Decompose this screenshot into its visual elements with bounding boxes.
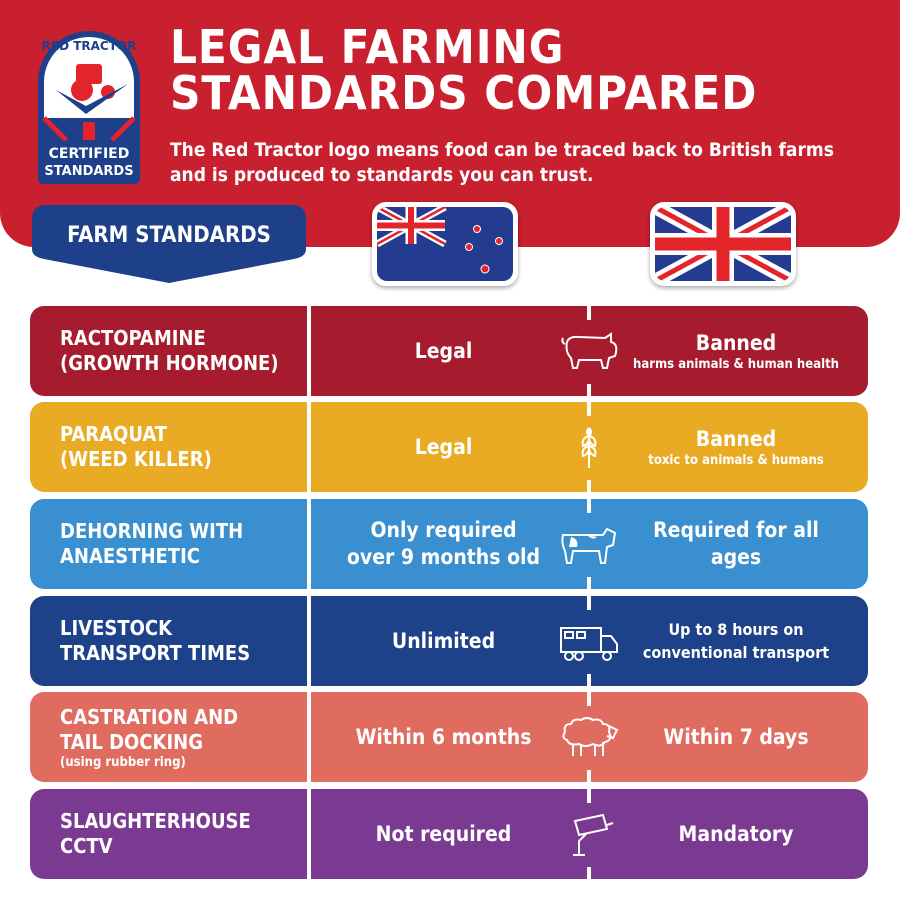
standard-label: RACTOPAMINE (GROWTH HORMONE) [30,306,307,396]
new-zealand-value: Only required over 9 months old [311,499,576,589]
ribbon-shape [32,205,306,283]
comparison-row: CASTRATION AND TAIL DOCKING (using rubbe… [30,692,868,782]
new-zealand-value-text: Legal [414,338,473,363]
comparison-row: SLAUGHTERHOUSE CCTV Not required Mandato… [30,789,868,879]
standard-label-line-2: CCTV [60,834,113,858]
page-title: LEGAL FARMING STANDARDS COMPARED [170,24,757,116]
standard-label: PARAQUAT (WEED KILLER) [30,402,307,492]
standard-label-line-2: (WEED KILLER) [60,447,212,471]
standard-label-line-2: TRANSPORT TIMES [60,641,251,665]
united-kingdom-value-text: Required for all ages [653,518,819,569]
cow-icon [557,521,621,567]
united-kingdom-value-text: Banned [695,426,777,451]
svg-text:RED TRACTOR: RED TRACTOR [42,39,137,53]
comparison-cell: Only required over 9 months old Required… [311,499,868,589]
new-zealand-value-text: Within 6 months [355,724,532,749]
red-tractor-logo: RED TRACTOR CERTIFIED STANDARDS [38,31,140,184]
standard-label-line-1: CASTRATION AND [60,704,239,729]
comparison-row: PARAQUAT (WEED KILLER) Legal Banned toxi… [30,402,868,492]
standard-label: CASTRATION AND TAIL DOCKING (using rubbe… [30,692,307,782]
standard-label-line-1: RACTOPAMINE [60,326,206,350]
new-zealand-value: Legal [311,306,576,396]
truck-icon [557,618,621,664]
standard-label-note: (using rubber ring) [60,754,186,770]
subtitle: The Red Tractor logo means food can be t… [170,139,834,186]
svg-text:CERTIFIED: CERTIFIED [49,146,130,162]
united-kingdom-value-text: Mandatory [678,821,794,846]
standard-label-line-1: PARAQUAT [60,422,167,446]
new-zealand-value: Legal [311,402,576,492]
sheep-icon [557,714,621,760]
new-zealand-value: Within 6 months [311,692,576,782]
standard-label-line-1: LIVESTOCK [60,616,173,640]
new-zealand-value: Not required [311,789,576,879]
united-kingdom-flag [650,202,796,286]
standard-label: SLAUGHTERHOUSE CCTV [30,789,307,879]
standard-label-line-1: DEHORNING WITH [60,519,244,543]
svg-text:STANDARDS: STANDARDS [44,164,133,179]
united-kingdom-value: Required for all ages [611,499,861,589]
new-zealand-value-text: Not required [375,821,512,846]
united-kingdom-note: toxic to animals & humans [648,452,824,468]
united-kingdom-value-text: Banned [695,330,777,355]
farm-standards-header: FARM STANDARDS [32,205,306,285]
new-zealand-flag [372,202,518,286]
pig-icon [557,328,621,374]
standard-label: LIVESTOCK TRANSPORT TIMES [30,596,307,686]
united-kingdom-value-text: Within 7 days [663,724,809,749]
united-kingdom-value: Mandatory [611,789,861,879]
comparison-cell: Within 6 months Within 7 days [311,692,868,782]
comparison-cell: Not required Mandatory [311,789,868,879]
cctv-camera-icon [557,811,621,857]
title-line-1: LEGAL FARMING [170,20,565,74]
column-header-label: FARM STANDARDS [67,223,271,248]
new-zealand-value: Unlimited [311,596,576,686]
comparison-cell: Unlimited Up to 8 hours on conventional … [311,596,868,686]
united-kingdom-value: Banned toxic to animals & humans [611,402,861,492]
united-kingdom-note: harms animals & human health [632,356,840,372]
new-zealand-value-text: Legal [414,434,473,459]
new-zealand-value-text: Unlimited [391,628,496,653]
wheat-icon [557,424,621,470]
new-zealand-value-text: Only required over 9 months old [346,518,541,569]
united-kingdom-value: Within 7 days [611,692,861,782]
united-kingdom-value: Up to 8 hours on conventional transport [611,596,861,686]
standard-label-line-2: ANAESTHETIC [60,544,200,568]
standard-label: DEHORNING WITH ANAESTHETIC [30,499,307,589]
standard-label-line-2: (GROWTH HORMONE) [60,351,279,375]
standard-label-line-1: SLAUGHTERHOUSE [60,809,251,833]
comparison-cell: Legal Banned toxic to animals & humans [311,402,868,492]
comparison-row: DEHORNING WITH ANAESTHETIC Only required… [30,499,868,589]
united-kingdom-value: Banned harms animals & human health [611,306,861,396]
comparison-row: LIVESTOCK TRANSPORT TIMES Unlimited Up t… [30,596,868,686]
united-kingdom-value-text: Up to 8 hours on conventional transport [642,620,830,662]
title-line-2: STANDARDS COMPARED [170,66,758,120]
standard-label-line-2: TAIL DOCKING [60,729,203,754]
comparison-cell: Legal Banned harms animals & human healt… [311,306,868,396]
comparison-row: RACTOPAMINE (GROWTH HORMONE) Legal Banne… [30,306,868,396]
